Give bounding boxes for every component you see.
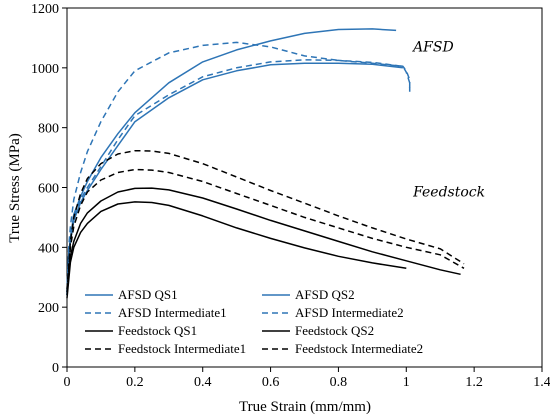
x-tick-label: 0.6 (262, 375, 280, 390)
series-line-afsd-intermediate1 (66, 41, 411, 293)
series-line-feedstock-intermediate2 (66, 168, 465, 293)
annotation-afsd: AFSD (411, 39, 454, 55)
series-line-afsd-qs2 (66, 62, 403, 296)
y-tick-label: 1200 (31, 2, 59, 17)
legend-label-feedstock-qs1: Feedstock QS1 (118, 323, 197, 338)
y-tick-label: 1000 (31, 62, 59, 77)
series-line-feedstock-qs1 (66, 201, 407, 299)
legend-label-feedstock-intermediate2: Feedstock Intermediate2 (295, 341, 423, 356)
series-line-feedstock-qs2 (66, 187, 461, 296)
legend-label-feedstock-intermediate1: Feedstock Intermediate1 (118, 341, 246, 356)
series-line-feedstock-intermediate1 (66, 149, 465, 290)
annotations: AFSD Feedstock (411, 39, 485, 200)
y-tick-label: 600 (38, 182, 59, 197)
y-tick-label: 0 (52, 361, 59, 376)
x-tick-label: 0.4 (194, 375, 212, 390)
annotation-feedstock: Feedstock (412, 184, 485, 200)
axes: 0 0.2 0.4 0.6 0.8 1 1.2 1.4 0 200 400 600 800 1000 120… (31, 2, 550, 390)
x-axis-title: True Strain (mm/mm) (239, 399, 371, 415)
y-axis-title: True Stress (MPa) (7, 133, 23, 242)
y-tick-label: 400 (38, 241, 59, 256)
legend-label-afsd-intermediate2: AFSD Intermediate2 (295, 305, 404, 320)
x-tick-label: 0.8 (330, 375, 348, 390)
x-tick-label: 0 (64, 375, 71, 390)
legend: AFSD QS1 AFSD QS2 AFSD Intermediate1 AFSD I… (85, 287, 423, 356)
y-tick-label: 800 (38, 122, 59, 137)
series-layer (66, 28, 465, 299)
x-tick-label: 0.2 (126, 375, 144, 390)
y-tick-label: 200 (38, 301, 59, 316)
x-tick-label: 1.2 (465, 375, 483, 390)
legend-label-afsd-intermediate1: AFSD Intermediate1 (118, 305, 227, 320)
legend-label-afsd-qs1: AFSD QS1 (118, 287, 178, 302)
legend-label-feedstock-qs2: Feedstock QS2 (295, 323, 374, 338)
x-tick-label: 1 (403, 375, 410, 390)
legend-label-afsd-qs2: AFSD QS2 (295, 287, 355, 302)
x-tick-label: 1.4 (533, 375, 550, 390)
